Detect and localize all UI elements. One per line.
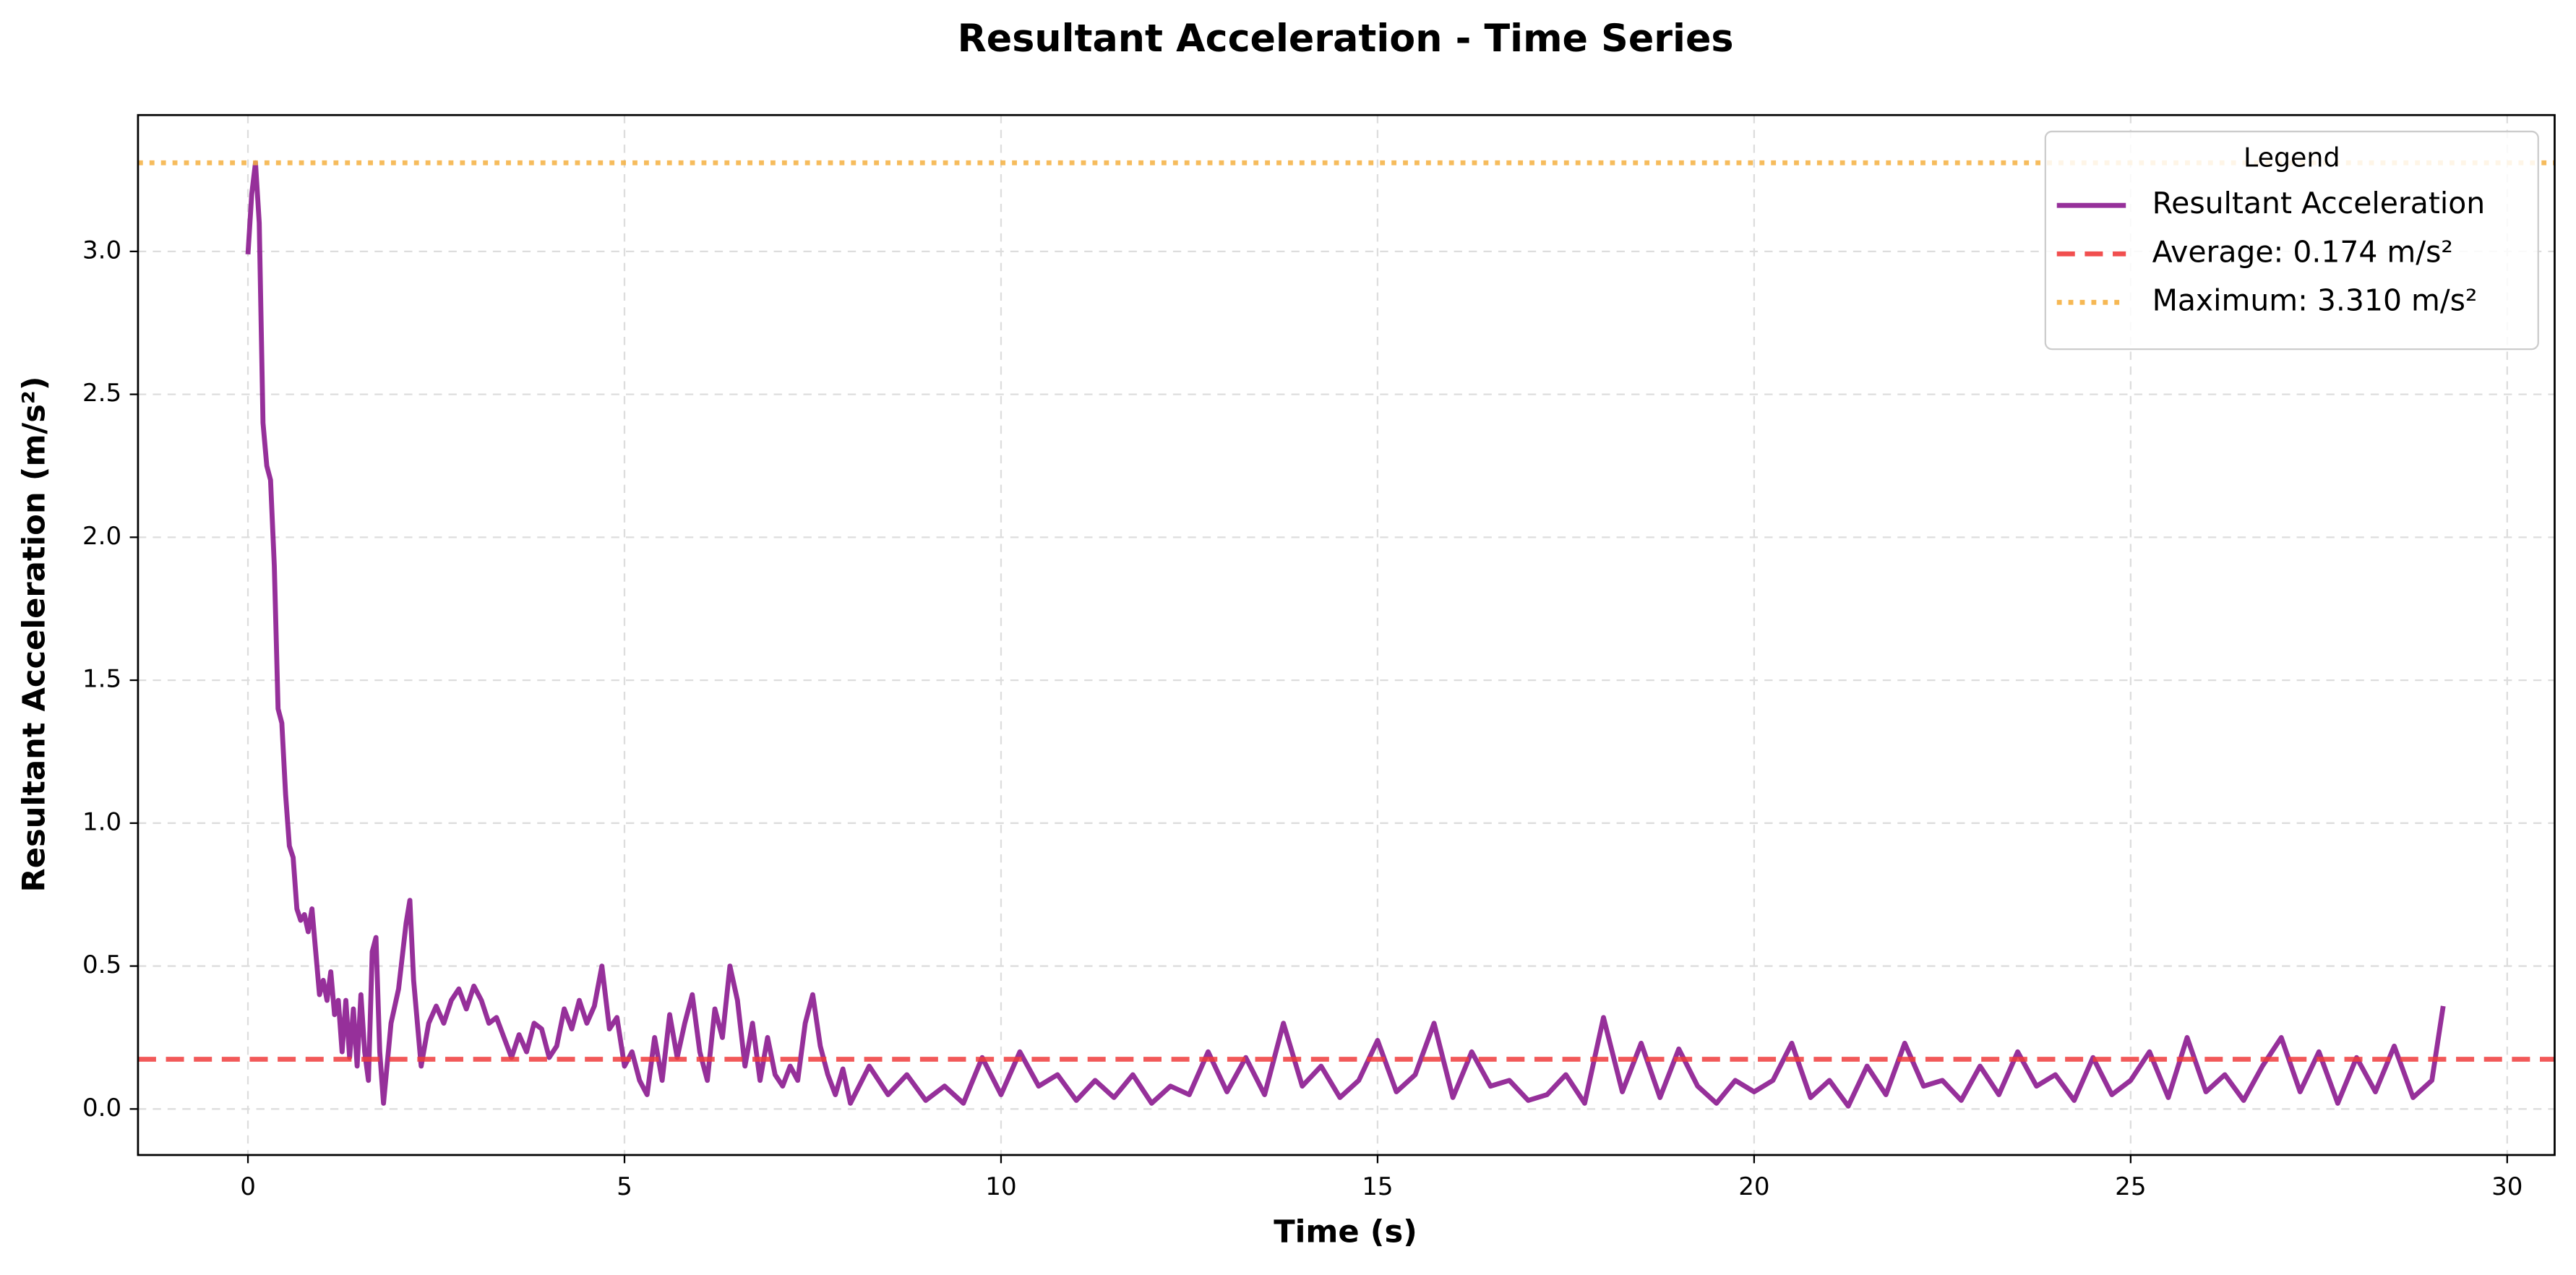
x-tick-label: 0 — [240, 1172, 256, 1201]
data-line — [245, 160, 2446, 1109]
x-tick-label: 5 — [617, 1172, 632, 1201]
legend: Legend Resultant Acceleration Average: 0.1… — [2044, 130, 2539, 351]
y-tick-label: 1.5 — [82, 665, 121, 694]
legend-box — [2044, 130, 2539, 351]
x-tick-label: 15 — [1362, 1172, 1393, 1201]
chart-title: Resultant Acceleration - Time Series — [958, 17, 1734, 61]
x-tick-label: 20 — [1738, 1172, 1769, 1201]
x-axis-label: Time (s) — [1274, 1214, 1417, 1250]
legend-label: Resultant Acceleration — [2152, 186, 2486, 220]
legend-label: Maximum: 3.310 m/s² — [2152, 283, 2478, 317]
legend-title: Legend — [2244, 142, 2340, 173]
x-tick-label: 25 — [2115, 1172, 2146, 1201]
y-axis-label: Resultant Acceleration (m/s²) — [17, 376, 53, 892]
y-tick-label: 1.0 — [82, 807, 121, 836]
y-tick-label: 0.5 — [82, 950, 121, 979]
y-tick-label: 0.0 — [82, 1094, 121, 1122]
y-tick-label: 3.0 — [82, 236, 121, 265]
plot-frame — [137, 113, 2556, 1156]
y-tick-label: 2.5 — [82, 379, 121, 408]
legend-label: Average: 0.174 m/s² — [2152, 234, 2453, 269]
y-tick-label: 2.0 — [82, 522, 121, 551]
x-tick-label: 10 — [985, 1172, 1016, 1201]
x-tick-label: 30 — [2491, 1172, 2523, 1201]
